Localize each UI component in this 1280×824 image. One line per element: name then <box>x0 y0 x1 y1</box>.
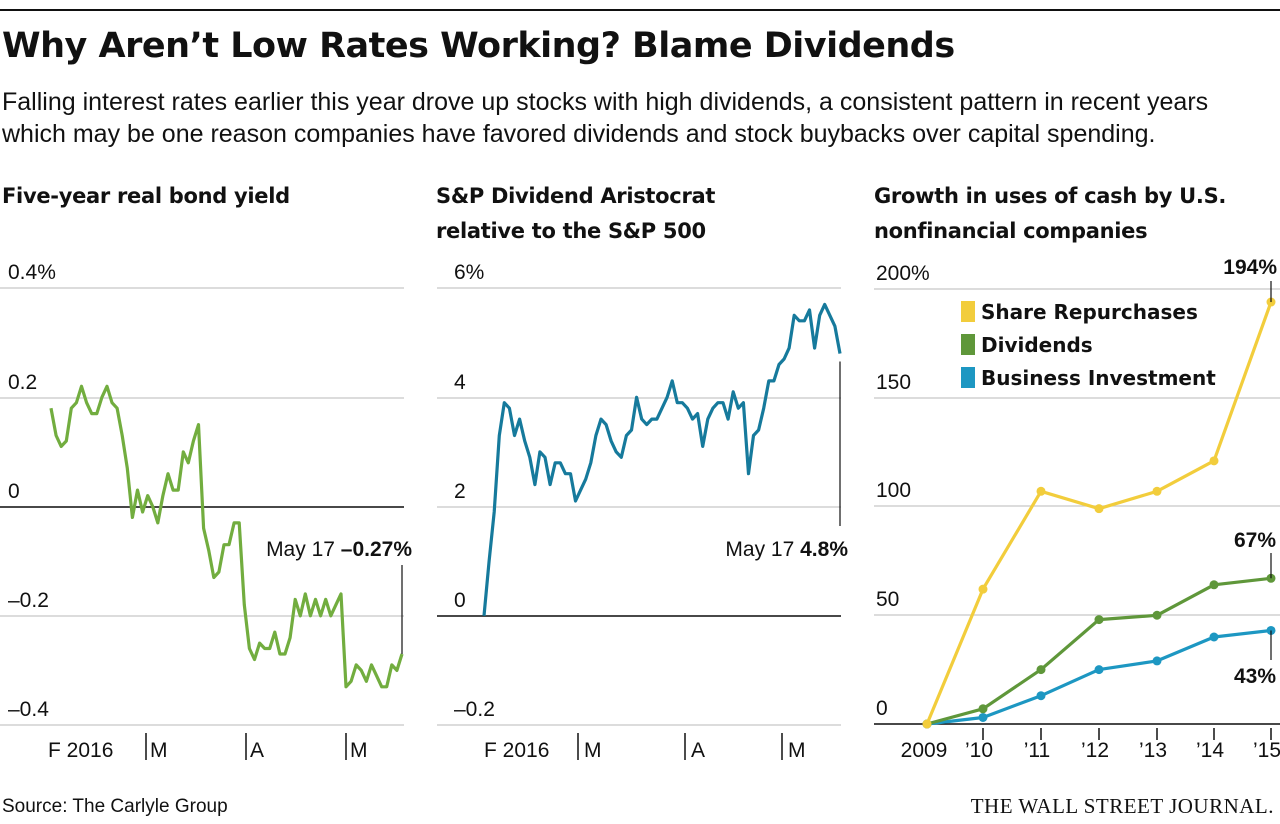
uses-of-cash-y-tick-label: 0 <box>876 697 888 720</box>
share-repurchases-end-label: 194% <box>1223 256 1277 279</box>
dividends-point <box>1036 665 1046 675</box>
uses-of-cash-y-tick-label: 150 <box>876 371 911 394</box>
bond-yield-annotation: May 17 –0.27% <box>266 538 412 561</box>
aristocrat-annotation: May 17 4.8% <box>725 538 848 561</box>
business-investment-end-label: 43% <box>1234 665 1276 688</box>
legend-swatch-share-repurchases <box>961 301 975 322</box>
aristocrat-y-tick-label: 2 <box>454 480 466 503</box>
uses-of-cash-x-tick-label: ’15 <box>1253 739 1280 762</box>
legend-swatch-business-investment <box>961 367 975 388</box>
legend-swatch-dividends <box>961 334 975 355</box>
share-repurchases-point <box>922 719 932 729</box>
uses-of-cash-x-tick-label: ’14 <box>1196 739 1224 762</box>
uses-of-cash-y-tick-label: 100 <box>876 479 911 502</box>
bond-yield-x-tick-label: M <box>350 739 368 762</box>
bond-yield-y-tick-label: –0.2 <box>8 589 49 612</box>
aristocrat-y-tick-label: 6% <box>454 261 484 284</box>
uses-of-cash-x-tick-label: ’10 <box>965 739 993 762</box>
business-investment-point <box>1036 691 1046 701</box>
share-repurchases-point <box>978 584 988 594</box>
share-repurchases-point <box>1152 486 1162 496</box>
share-repurchases-point <box>1036 486 1046 496</box>
legend-label-dividends: Dividends <box>981 333 1093 357</box>
uses-of-cash-x-tick-label: ’12 <box>1081 739 1109 762</box>
business-investment-point <box>978 712 988 722</box>
share-repurchases-point <box>1094 504 1104 514</box>
aristocrat-y-tick-label: 0 <box>454 589 466 612</box>
business-investment-point <box>1094 665 1104 675</box>
top-rule <box>0 9 1280 11</box>
business-investment-point <box>1209 632 1219 642</box>
panel-title-bond-yield: Five-year real bond yield <box>2 184 290 208</box>
bond-yield-y-tick-label: 0.4% <box>8 261 56 284</box>
dividends-point <box>978 704 988 714</box>
legend-label-share-repurchases: Share Repurchases <box>981 300 1198 324</box>
uses-of-cash-x-tick-label: ’11 <box>1024 739 1050 762</box>
share-repurchases-point <box>1209 456 1219 466</box>
uses-of-cash-x-tick-label: 2009 <box>901 739 948 762</box>
bond-yield-y-tick-label: –0.4 <box>8 698 49 721</box>
dividends-end-label: 67% <box>1234 529 1276 552</box>
bond-yield-annotation-value: –0.27% <box>341 538 413 561</box>
legend-label-business-investment: Business Investment <box>981 366 1216 390</box>
bond-yield-x-tick-label: F 2016 <box>48 739 113 762</box>
dividends-point <box>1152 610 1162 620</box>
aristocrat-x-tick-label: M <box>584 739 602 762</box>
headline: Why Aren’t Low Rates Working? Blame Divi… <box>2 26 955 66</box>
source-note: Source: The Carlyle Group <box>2 796 228 817</box>
aristocrat-x-tick-label: A <box>691 739 705 762</box>
aristocrat-y-tick-label: –0.2 <box>454 698 495 721</box>
aristocrat-annotation-value: 4.8% <box>800 538 848 561</box>
bond-yield-series-line <box>49 384 404 689</box>
business-investment-point <box>1152 656 1162 666</box>
aristocrat-x-tick-label: F 2016 <box>484 739 549 762</box>
aristocrat-y-tick-label: 4 <box>454 371 466 394</box>
bond-yield-x-tick-label: M <box>150 739 168 762</box>
panel-title-uses-of-cash: Growth in uses of cash by U.S. nonfinanc… <box>874 184 1227 243</box>
dividends-point <box>1094 615 1104 625</box>
aristocrat-series-line <box>482 302 842 616</box>
bond-yield-annotation-date: May 17 <box>266 538 341 561</box>
aristocrat-x-tick-label: M <box>788 739 806 762</box>
uses-of-cash-y-tick-label: 50 <box>876 588 899 611</box>
bond-yield-y-tick-label: 0 <box>8 480 20 503</box>
uses-of-cash-x-tick-label: ’13 <box>1139 739 1167 762</box>
panel-title-dividend-aristocrat: S&P Dividend Aristocrat relative to the … <box>436 184 716 243</box>
dek-text: Falling interest rates earlier this year… <box>2 88 1209 148</box>
aristocrat-annotation-date: May 17 <box>725 538 800 561</box>
bond-yield-x-tick-label: A <box>250 739 264 762</box>
uses-of-cash-y-tick-label: 200% <box>876 262 930 285</box>
bond-yield-y-tick-label: 0.2 <box>8 371 37 394</box>
dividends-point <box>1209 580 1219 590</box>
brand-wordmark: THE WALL STREET JOURNAL. <box>970 794 1274 818</box>
